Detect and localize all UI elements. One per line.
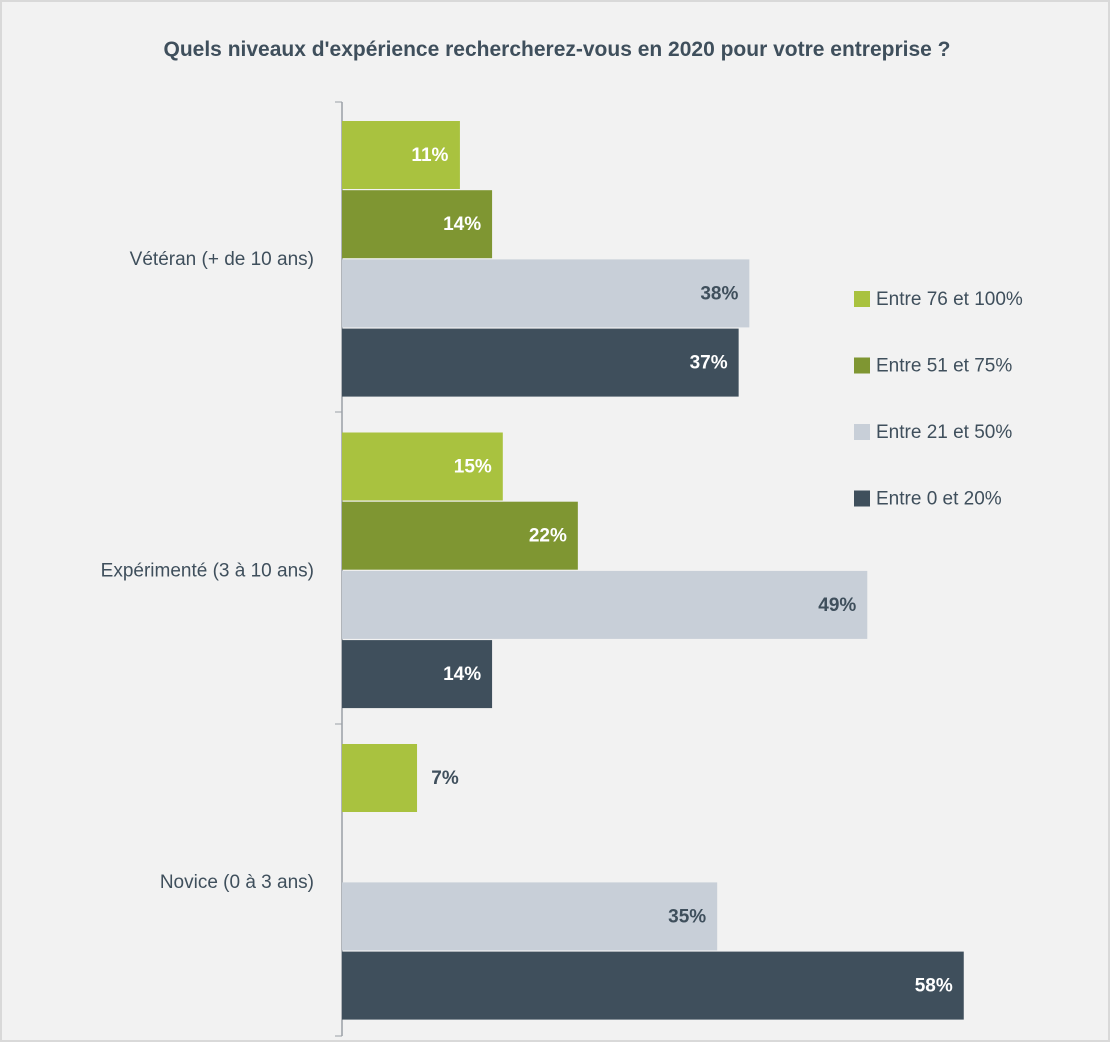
- legend-label: Entre 51 et 75%: [876, 356, 1012, 377]
- data-label: 35%: [668, 906, 706, 927]
- bar: [342, 259, 750, 328]
- category-label: Novice (0 à 3 ans): [160, 872, 314, 893]
- data-label: 11%: [411, 145, 448, 166]
- data-label: 14%: [443, 664, 481, 685]
- bar: [342, 432, 503, 501]
- legend-label: Entre 0 et 20%: [876, 489, 1002, 510]
- category-label: Expérimenté (3 à 10 ans): [101, 560, 314, 581]
- data-label: 7%: [431, 768, 459, 789]
- bar: [342, 640, 493, 709]
- data-label: 38%: [700, 283, 738, 304]
- chart-title: Quels niveaux d'expérience rechercherez-…: [163, 38, 951, 61]
- legend-swatch: [854, 291, 870, 307]
- category-label: Vétéran (+ de 10 ans): [130, 249, 314, 270]
- bar: [342, 190, 493, 259]
- bar: [342, 744, 418, 812]
- bar: [342, 570, 868, 639]
- bar: [342, 121, 460, 189]
- data-label: 37%: [690, 353, 728, 374]
- bar: [342, 328, 739, 397]
- data-label: 15%: [454, 457, 492, 478]
- legend-label: Entre 21 et 50%: [876, 422, 1012, 443]
- legend-swatch: [854, 424, 870, 440]
- data-label: 49%: [818, 595, 856, 616]
- bar: [342, 951, 964, 1020]
- data-label: 14%: [443, 214, 481, 235]
- legend-label: Entre 76 et 100%: [876, 289, 1023, 310]
- bar: [342, 882, 718, 951]
- data-label: 22%: [529, 526, 567, 547]
- legend-swatch: [854, 357, 870, 374]
- legend-swatch: [854, 490, 870, 507]
- data-label: 58%: [915, 976, 953, 997]
- bar: [342, 501, 578, 570]
